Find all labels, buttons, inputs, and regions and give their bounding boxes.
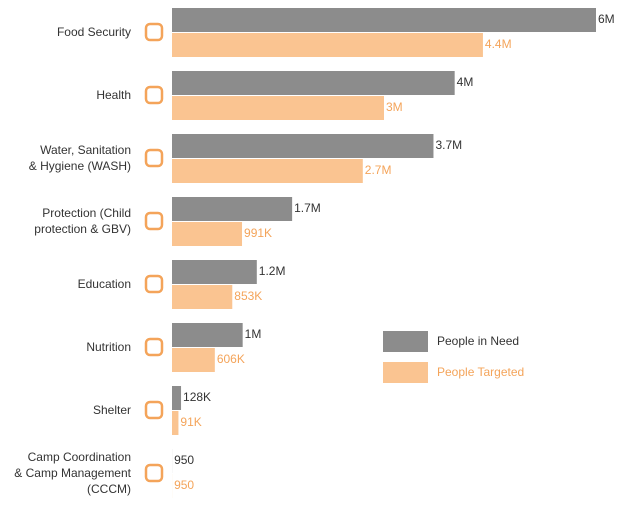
- bar: [172, 8, 596, 32]
- category-icon: [144, 85, 164, 105]
- legend-swatch: [383, 362, 428, 383]
- data-label: 853K: [234, 289, 262, 303]
- data-label: 1M: [245, 327, 262, 341]
- bar: [172, 134, 434, 158]
- data-label: 91K: [180, 415, 201, 429]
- data-label: 950: [174, 453, 194, 467]
- data-label: 6M: [598, 12, 615, 26]
- data-label: 606K: [217, 352, 245, 366]
- category-icon: [144, 337, 164, 357]
- category-icon: [144, 463, 164, 483]
- data-label: 3.7M: [435, 138, 462, 152]
- legend-swatch: [383, 331, 428, 352]
- legend-label: People in Need: [437, 334, 519, 348]
- category-label: Education: [77, 277, 131, 291]
- bar: [172, 71, 455, 95]
- data-label: 991K: [244, 226, 272, 240]
- data-label: 4M: [457, 75, 474, 89]
- category-icon: [144, 148, 164, 168]
- category-label: Health: [96, 88, 131, 102]
- data-label: 2.7M: [365, 163, 392, 177]
- category-icon: [144, 400, 164, 420]
- bar: [172, 386, 182, 410]
- category-label: Water, Sanitation & Hygiene (WASH): [28, 143, 131, 173]
- bar: [172, 96, 384, 120]
- bar: [172, 348, 215, 372]
- category-icon: [144, 274, 164, 294]
- data-label: 1.2M: [259, 264, 286, 278]
- category-label: Shelter: [92, 403, 131, 417]
- category-icon: [144, 211, 164, 231]
- bar: [172, 33, 483, 57]
- bar: [172, 197, 293, 221]
- category-label: Nutrition: [86, 340, 131, 354]
- data-label: 4.4M: [485, 37, 512, 51]
- legend-label: People Targeted: [437, 365, 524, 379]
- bar: [172, 159, 363, 183]
- bar: [172, 285, 233, 309]
- data-label: 1.7M: [294, 201, 321, 215]
- category-label: Protection (Child protection & GBV): [34, 206, 131, 236]
- data-label: 950: [174, 478, 194, 492]
- data-label: 3M: [386, 100, 403, 114]
- category-icon: [144, 22, 164, 42]
- bar: [172, 222, 243, 246]
- category-label: Food Security: [56, 25, 131, 39]
- category-label: Camp Coordination & Camp Management (CCC…: [14, 450, 131, 496]
- data-label: 128K: [183, 390, 211, 404]
- bar: [172, 260, 257, 284]
- bar: [172, 411, 179, 435]
- bar: [172, 323, 243, 347]
